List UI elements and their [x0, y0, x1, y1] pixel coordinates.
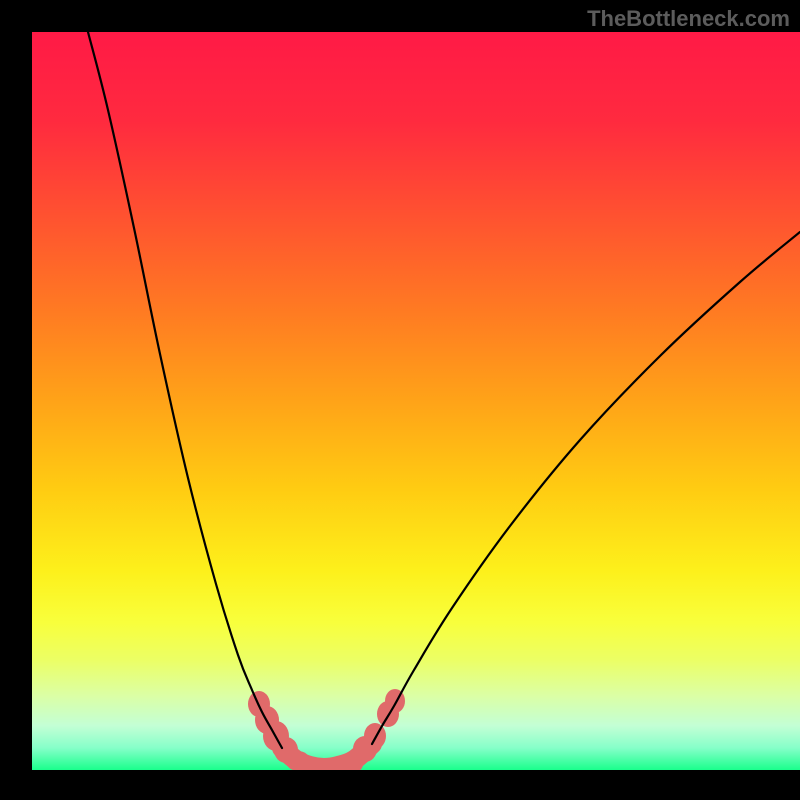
gradient-background: [32, 32, 800, 770]
watermark-text: TheBottleneck.com: [587, 6, 790, 32]
chart-stage: TheBottleneck.com: [0, 0, 800, 800]
chart-svg: [0, 0, 800, 800]
